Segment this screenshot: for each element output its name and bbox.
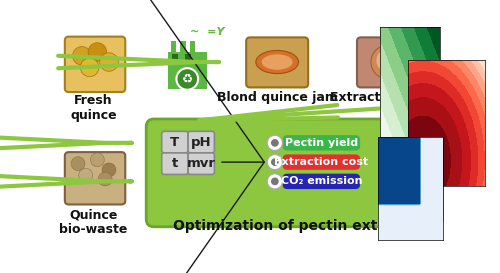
Text: Blond quince jam: Blond quince jam bbox=[216, 91, 338, 104]
FancyBboxPatch shape bbox=[282, 155, 360, 170]
FancyBboxPatch shape bbox=[146, 119, 442, 227]
Text: Quince
bio-waste: Quince bio-waste bbox=[60, 208, 128, 236]
Circle shape bbox=[371, 45, 405, 79]
FancyBboxPatch shape bbox=[282, 174, 360, 189]
Circle shape bbox=[376, 49, 400, 72]
Circle shape bbox=[100, 53, 118, 71]
FancyBboxPatch shape bbox=[65, 37, 126, 92]
FancyBboxPatch shape bbox=[282, 135, 360, 151]
Bar bbox=[190, 41, 195, 52]
Circle shape bbox=[72, 47, 91, 65]
FancyBboxPatch shape bbox=[357, 37, 419, 87]
FancyBboxPatch shape bbox=[246, 37, 308, 87]
FancyBboxPatch shape bbox=[162, 153, 188, 174]
Text: t: t bbox=[172, 157, 178, 170]
Bar bbox=[185, 54, 191, 62]
Text: pH: pH bbox=[191, 136, 212, 149]
Text: mvr: mvr bbox=[186, 157, 216, 170]
Circle shape bbox=[90, 153, 104, 167]
Circle shape bbox=[271, 177, 278, 185]
FancyBboxPatch shape bbox=[188, 131, 214, 153]
Text: Fresh
quince: Fresh quince bbox=[70, 94, 117, 122]
Text: T: T bbox=[170, 136, 179, 149]
Circle shape bbox=[176, 68, 198, 90]
Text: Optimization of pectin extraction: Optimization of pectin extraction bbox=[173, 219, 432, 233]
Ellipse shape bbox=[262, 54, 292, 70]
Circle shape bbox=[271, 139, 278, 147]
Circle shape bbox=[80, 58, 99, 77]
Ellipse shape bbox=[256, 51, 298, 73]
FancyBboxPatch shape bbox=[65, 152, 126, 204]
FancyBboxPatch shape bbox=[188, 153, 214, 174]
Circle shape bbox=[102, 163, 116, 177]
Circle shape bbox=[271, 158, 278, 166]
Bar bbox=[171, 41, 176, 52]
Bar bbox=[172, 54, 178, 62]
Circle shape bbox=[267, 174, 282, 189]
Bar bbox=[180, 41, 186, 52]
Text: ♻: ♻ bbox=[182, 72, 193, 85]
Circle shape bbox=[79, 168, 92, 182]
Circle shape bbox=[267, 135, 282, 151]
Text: Pectin yield: Pectin yield bbox=[285, 138, 358, 148]
FancyBboxPatch shape bbox=[162, 131, 188, 153]
Circle shape bbox=[71, 157, 85, 171]
Bar bbox=[168, 52, 206, 89]
Text: Extracted pectin: Extracted pectin bbox=[330, 91, 446, 104]
Circle shape bbox=[267, 155, 282, 170]
Text: Extraction cost: Extraction cost bbox=[274, 157, 368, 167]
Text: ~  =Y: ~ =Y bbox=[190, 27, 224, 37]
Circle shape bbox=[98, 172, 112, 186]
Circle shape bbox=[88, 43, 106, 61]
Text: CO₂ emission: CO₂ emission bbox=[280, 176, 362, 186]
